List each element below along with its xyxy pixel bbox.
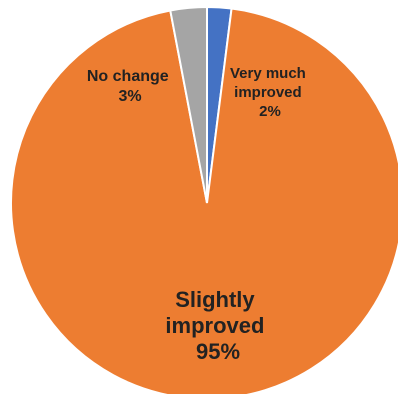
label-very-much-improved: Very much improved 2%: [230, 65, 310, 120]
slice-no-change: [169, 5, 208, 204]
label-slightly-improved: Slightly improved 95%: [165, 287, 270, 364]
slice-slightly-improved: [10, 7, 398, 394]
label-no-change: No change 3%: [87, 68, 173, 105]
pie-labels: Very much improved 2% No change 3% Sligh…: [87, 65, 310, 364]
pie-slices: [10, 5, 398, 394]
